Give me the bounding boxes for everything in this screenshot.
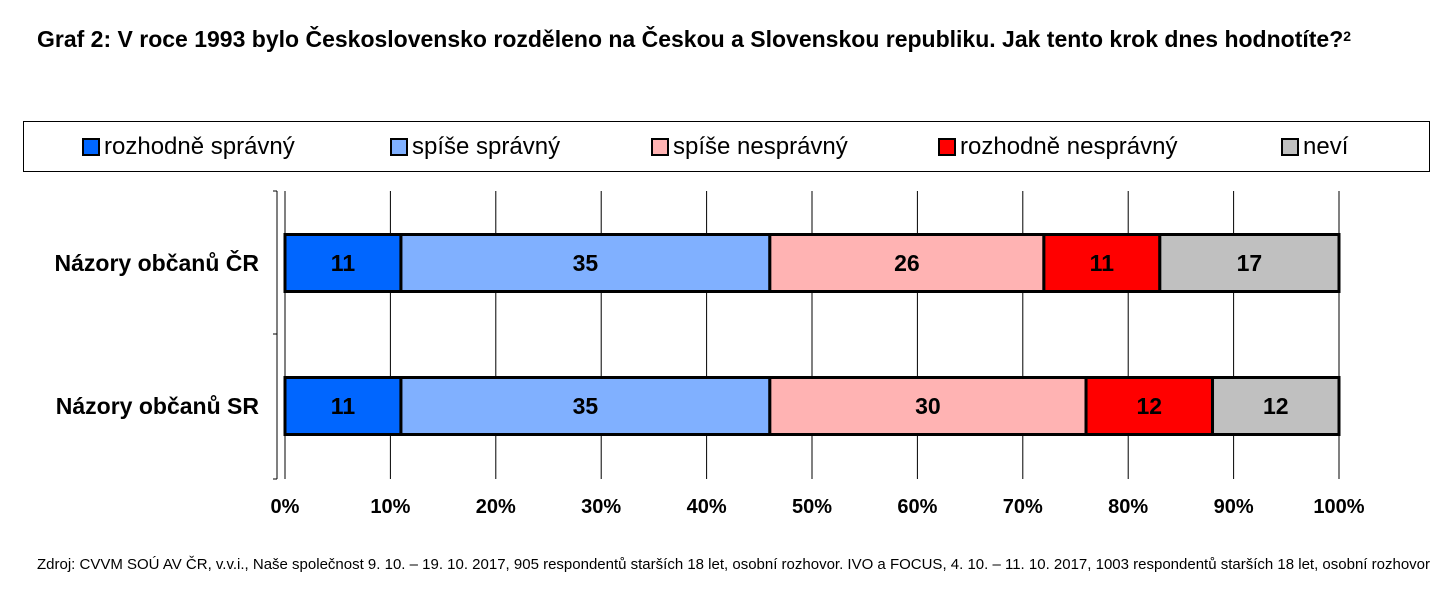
chart-title-text: Graf 2: V roce 1993 bylo Československo … — [37, 26, 1344, 52]
legend-item: neví — [1281, 122, 1348, 171]
x-tick-label: 0% — [271, 496, 300, 518]
x-tick-label: 80% — [1108, 496, 1148, 518]
bar-segment — [399, 376, 772, 436]
legend-swatch — [1281, 137, 1299, 156]
x-tick-label: 90% — [1214, 496, 1254, 518]
bar-segment — [1158, 233, 1341, 293]
x-tick-label: 70% — [1003, 496, 1043, 518]
data-label: 30 — [915, 393, 941, 419]
legend-item: rozhodně nesprávný — [938, 122, 1177, 171]
data-label: 17 — [1237, 250, 1263, 276]
x-tick-label: 50% — [792, 496, 832, 518]
legend-item: spíše správný — [390, 122, 560, 171]
chart-legend: rozhodně správný spíše správný spíše nespr… — [23, 121, 1430, 172]
data-label: 35 — [573, 393, 599, 419]
x-tick-label: 20% — [476, 496, 516, 518]
bar-segment — [768, 376, 1088, 436]
x-tick-label: 60% — [897, 496, 937, 518]
category-label: Názory občanů SR — [56, 393, 260, 419]
x-tick-label: 10% — [370, 496, 410, 518]
x-tick-label: 40% — [687, 496, 727, 518]
data-label: 11 — [331, 393, 356, 419]
legend-label: rozhodně nesprávný — [960, 132, 1178, 160]
bar-segment — [399, 233, 772, 293]
legend-item: spíše nesprávný — [651, 122, 848, 171]
data-label: 12 — [1263, 393, 1289, 419]
chart-title: Graf 2: V roce 1993 bylo Československo … — [37, 24, 1437, 55]
legend-swatch — [390, 137, 408, 156]
legend-label: neví — [1303, 132, 1349, 160]
legend-item: rozhodně správný — [82, 122, 295, 171]
x-tick-label: 100% — [1313, 496, 1364, 518]
data-label: 26 — [894, 250, 920, 276]
legend-label: rozhodně správný — [104, 132, 295, 160]
legend-swatch — [651, 137, 669, 156]
legend-swatch — [82, 137, 100, 156]
data-label: 12 — [1136, 393, 1162, 419]
data-label: 11 — [331, 250, 356, 276]
category-label: Názory občanů ČR — [55, 249, 260, 276]
legend-label: spíše nesprávný — [673, 132, 848, 160]
footnote-mark: 2 — [1343, 28, 1352, 44]
bar-segment — [1211, 376, 1341, 436]
data-label: 35 — [573, 250, 599, 276]
legend-swatch — [938, 137, 956, 156]
bar-segment — [1042, 233, 1162, 293]
x-tick-label: 30% — [581, 496, 621, 518]
bar-segment — [1084, 376, 1215, 436]
data-label: 11 — [1090, 250, 1115, 276]
bar-chart: 0% 10% 20% 30% 40% 50% 60% 70% 80% 90% 100% 11 35 26 1… — [55, 190, 1365, 518]
source-note: Zdroj: CVVM SOÚ AV ČR, v.v.i., Naše spol… — [37, 556, 1430, 573]
legend-label: spíše správný — [412, 132, 561, 160]
